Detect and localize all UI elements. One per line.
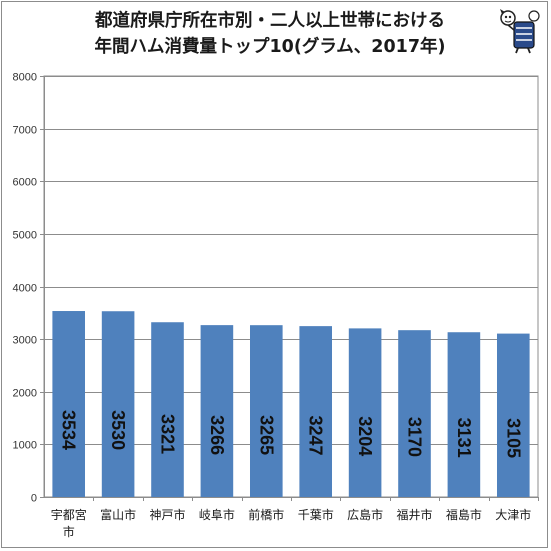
data-label-9: 3105 — [503, 418, 523, 458]
data-label-5: 3247 — [306, 415, 326, 455]
y-tick-label-5000: 5000 — [13, 230, 37, 242]
data-label-3: 3266 — [207, 415, 227, 455]
y-tick-label-0: 0 — [31, 493, 37, 505]
x-tick-label-6: 広島市 — [347, 507, 383, 522]
x-tick-label-1: 富山市 — [100, 507, 136, 522]
bar-1 — [101, 311, 135, 497]
chart-title-line-2: 年間ハム消費量トップ10(グラム、2017年) — [94, 37, 446, 57]
mascot-icon — [500, 9, 540, 54]
x-tick-label-9: 大津市 — [495, 507, 531, 522]
y-tick-label-2000: 2000 — [13, 388, 37, 400]
data-label-2: 3321 — [158, 414, 178, 454]
bar-9 — [496, 333, 530, 497]
x-tick-label-3: 岐阜市 — [199, 507, 235, 522]
y-tick-label-3000: 3000 — [13, 335, 37, 347]
data-label-4: 3265 — [256, 415, 276, 455]
bar-6 — [348, 328, 382, 497]
bar-5 — [299, 326, 333, 497]
x-tick-label-5: 千葉市 — [298, 507, 334, 522]
x-tick-label-0-line-2: 市 — [63, 524, 75, 539]
bar-4 — [249, 325, 283, 497]
y-tick-label-7000: 7000 — [13, 125, 37, 137]
bar-3 — [200, 325, 234, 497]
data-label-1: 3530 — [108, 410, 128, 450]
data-label-7: 3170 — [405, 417, 425, 457]
x-tick-label-2: 神戸市 — [149, 507, 185, 522]
y-tick-label-8000: 8000 — [13, 72, 37, 84]
bar-0 — [52, 311, 86, 497]
data-label-6: 3204 — [355, 416, 375, 456]
bar-8 — [447, 332, 481, 497]
bar-7 — [398, 330, 431, 497]
y-tick-label-4000: 4000 — [13, 283, 37, 295]
y-tick-label-6000: 6000 — [13, 177, 37, 189]
x-tick-label-4: 前橋市 — [248, 507, 284, 522]
chart-title-line-1: 都道府県庁所在市別・二人以上世帯における — [95, 11, 445, 31]
x-tick-label-8: 福島市 — [446, 507, 482, 522]
x-tick-label-0-line-1: 宇都宮 — [51, 507, 87, 522]
data-label-8: 3131 — [454, 418, 474, 458]
y-tick-label-1000: 1000 — [13, 440, 37, 452]
chart-title: 都道府県庁所在市別・二人以上世帯における 年間ハム消費量トップ10(グラム、20… — [60, 8, 480, 60]
bar-2 — [151, 322, 184, 497]
x-tick-label-7: 福井市 — [396, 507, 432, 522]
data-label-0: 3534 — [59, 410, 79, 450]
